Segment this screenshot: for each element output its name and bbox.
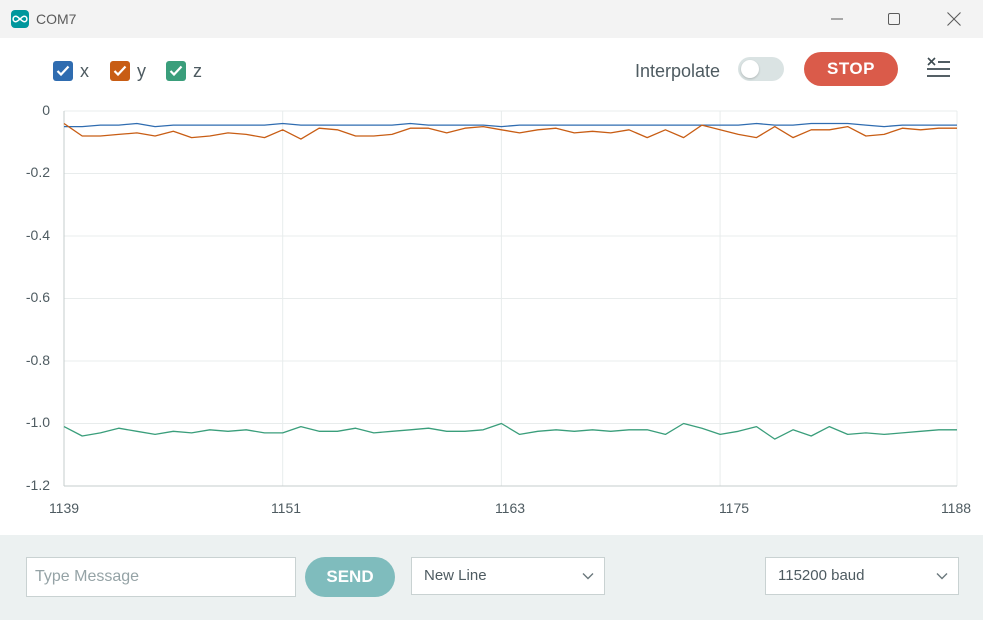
baud-rate-select[interactable]: 115200 baud — [765, 557, 959, 595]
x-tick-label: 1139 — [48, 500, 80, 516]
legend-label-y: y — [137, 61, 146, 81]
y-tick-label: -0.4 — [25, 227, 50, 243]
maximize-icon — [888, 13, 900, 25]
chevron-down-icon — [582, 573, 594, 580]
line-ending-value: New Line — [424, 567, 487, 584]
line-chart — [63, 110, 958, 487]
send-bar: SEND New Line 115200 baud — [0, 535, 983, 620]
title-bar: COM7 — [0, 0, 983, 39]
check-icon — [56, 65, 70, 77]
close-icon — [947, 12, 961, 26]
line-ending-select[interactable]: New Line — [411, 557, 605, 595]
series-line-x — [64, 122, 957, 128]
clear-list-icon — [927, 57, 950, 77]
check-icon — [169, 65, 183, 77]
checkbox-y[interactable] — [110, 61, 130, 81]
close-button[interactable] — [925, 0, 981, 38]
interpolate-toggle[interactable] — [738, 57, 784, 81]
toggle-knob — [741, 60, 759, 78]
maximize-button[interactable] — [866, 0, 922, 38]
x-tick-label: 1188 — [940, 500, 972, 516]
y-tick-label: -0.6 — [25, 289, 50, 305]
chevron-down-icon — [936, 573, 948, 580]
legend-label-x: x — [80, 61, 89, 81]
arduino-app-icon — [11, 10, 29, 28]
plotter-toolbar: x y z Interpolate STOP — [0, 38, 983, 104]
x-tick-label: 1175 — [718, 500, 750, 516]
y-tick-label: -0.2 — [25, 164, 50, 180]
y-tick-label: -1.0 — [25, 414, 50, 430]
plot-area: 0 -0.2 -0.4 -0.6 -0.8 -1.0 -1.2 1139 115… — [0, 102, 983, 534]
x-tick-label: 1163 — [494, 500, 526, 516]
y-tick-label: -1.2 — [25, 477, 50, 493]
message-input[interactable] — [26, 557, 296, 597]
minimize-button[interactable] — [809, 0, 865, 38]
y-tick-label: 0 — [42, 102, 50, 118]
window-title: COM7 — [36, 11, 77, 27]
clear-plot-button[interactable] — [924, 56, 952, 82]
checkbox-z[interactable] — [166, 61, 186, 81]
minimize-icon — [831, 18, 843, 20]
send-button[interactable]: SEND — [305, 557, 395, 597]
series-line-z — [63, 422, 957, 440]
legend-label-z: z — [193, 61, 202, 81]
series-line-y — [63, 122, 957, 140]
interpolate-label: Interpolate — [635, 61, 721, 81]
checkbox-x[interactable] — [53, 61, 73, 81]
baud-rate-value: 115200 baud — [778, 567, 865, 584]
x-tick-label: 1151 — [270, 500, 302, 516]
check-icon — [113, 65, 127, 77]
y-tick-label: -0.8 — [25, 352, 50, 368]
stop-button[interactable]: STOP — [804, 52, 898, 86]
